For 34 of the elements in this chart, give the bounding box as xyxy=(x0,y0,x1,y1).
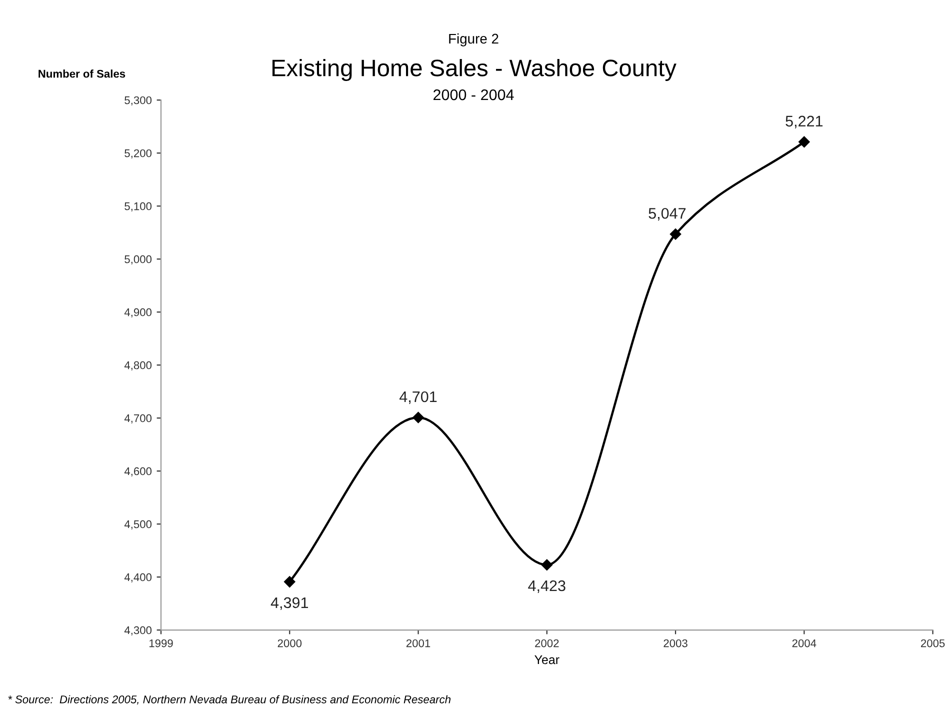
caption: Figure 2 xyxy=(449,33,498,46)
y-tick-label: 4,500 xyxy=(124,520,152,530)
data-label: 4,423 xyxy=(528,580,566,593)
text: * Source: Directions 2005, Northern Nevada Bureau of Business and Economic Research xyxy=(8,695,451,705)
y-tick-label: 5,100 xyxy=(124,202,152,212)
x-axis-title: Year xyxy=(534,655,560,664)
point xyxy=(412,412,424,424)
y-axis-title: Number of Sales xyxy=(38,70,126,78)
y-tick-label: 4,800 xyxy=(124,361,152,370)
chart-title: Existing Home Sales - Washoe County xyxy=(272,59,676,82)
x-tick-label: 2001 xyxy=(406,639,430,648)
y-tick-label: 5,000 xyxy=(124,255,152,264)
y-tick-label: 4,400 xyxy=(124,573,152,582)
point xyxy=(541,559,552,570)
y-tick-label: 4,700 xyxy=(124,414,152,424)
x-tick-label: 2005 xyxy=(920,639,945,648)
data-label: 4,701 xyxy=(399,391,437,404)
data-label: 4,391 xyxy=(270,597,308,610)
y-tick-label: 4,300 xyxy=(124,626,152,636)
x-tick-label: 2002 xyxy=(535,639,559,648)
x-tick-label: 2000 xyxy=(278,639,302,648)
point xyxy=(798,136,810,148)
y-tick-label: 4,600 xyxy=(124,467,152,476)
data-label: 5,047 xyxy=(648,208,686,221)
point xyxy=(284,576,296,588)
data-label: 5,221 xyxy=(786,116,823,128)
point xyxy=(670,228,682,240)
chart-subtitle: 2000 - 2004 xyxy=(433,89,514,100)
x-tick-label: 2003 xyxy=(664,639,688,648)
x-tick-label: 2004 xyxy=(792,639,816,648)
y-tick-label: 4,900 xyxy=(124,308,152,318)
y-tick-label: 5,200 xyxy=(124,149,152,158)
y-tick-label: 5,300 xyxy=(124,96,152,106)
x-tick-label: 1999 xyxy=(149,639,173,648)
